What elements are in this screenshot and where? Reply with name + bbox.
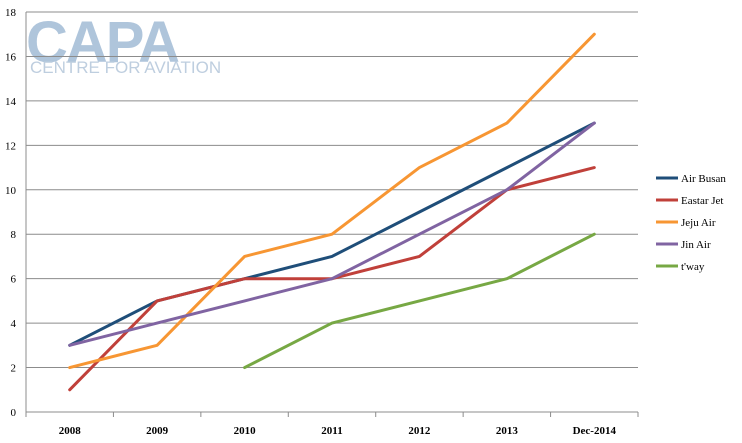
series-line-jin-air [68, 121, 596, 347]
y-tick-label: 12 [5, 140, 16, 152]
legend-label: t'way [681, 261, 705, 273]
capa-watermark-logo: CAPA CENTRE FOR AVIATION [26, 10, 221, 77]
x-tick-label: 2008 [59, 425, 82, 437]
x-tick-label: 2012 [408, 425, 431, 437]
y-tick-label: 18 [5, 7, 17, 19]
watermark-tagline: CENTRE FOR AVIATION [30, 58, 221, 77]
watermark-logo-text: CAPA [26, 10, 179, 75]
legend: Air Busan Eastar Jet Jeju Air Jin Air t'way [656, 173, 726, 273]
x-tick-label: Dec-2014 [573, 425, 617, 437]
series-line-jeju-air [68, 32, 596, 370]
y-tick-label: 6 [11, 274, 17, 286]
legend-label: Jin Air [681, 239, 711, 251]
y-tick-label: 16 [5, 51, 17, 63]
legend-label: Air Busan [681, 173, 726, 185]
legend-label: Eastar Jet [681, 195, 723, 207]
y-tick-label: 2 [11, 363, 17, 375]
x-tick-label: 2009 [146, 425, 169, 437]
x-tick-label: 2011 [321, 425, 342, 437]
y-axis-tick-labels: 0 2 4 6 8 10 12 14 16 18 [5, 7, 17, 419]
series-line-t-way [243, 232, 596, 370]
y-tick-label: 0 [11, 407, 17, 419]
x-axis-tick-labels: 2008 2009 2010 2011 2012 2013 Dec-2014 [25, 412, 639, 437]
x-tick-label: 2013 [496, 425, 519, 437]
series-lines [68, 32, 596, 392]
y-tick-label: 8 [11, 229, 17, 241]
y-tick-label: 4 [11, 318, 17, 330]
y-tick-label: 10 [5, 185, 17, 197]
legend-label: Jeju Air [681, 217, 716, 229]
y-tick-label: 14 [5, 96, 17, 108]
x-tick-label: 2010 [234, 425, 257, 437]
